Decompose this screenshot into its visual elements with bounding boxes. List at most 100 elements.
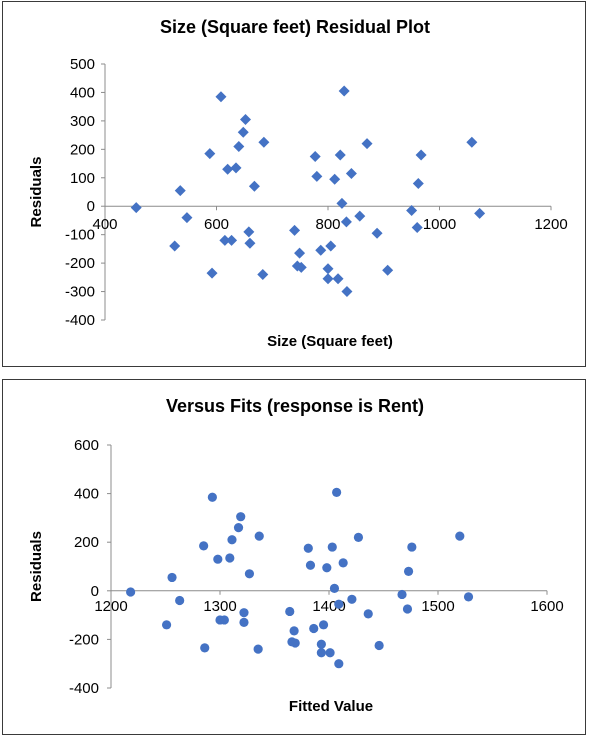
- data-point: [167, 572, 177, 583]
- data-point: [207, 492, 217, 502]
- data-point: [332, 273, 344, 285]
- data-point: [415, 149, 427, 161]
- y-tick-label-300: 300: [70, 113, 95, 130]
- y-tick-label-400: -400: [69, 680, 99, 697]
- data-point: [374, 640, 384, 651]
- data-point: [318, 620, 329, 630]
- data-point: [334, 149, 346, 161]
- data-point: [222, 163, 234, 175]
- data-point: [336, 197, 348, 209]
- data-point: [219, 615, 229, 625]
- versus-fits-plot-panel: Versus Fits (response is Rent) -400 -200 0 2…: [2, 379, 586, 735]
- data-point: [257, 268, 269, 280]
- data-point: [254, 531, 264, 541]
- y-tick-label-500: 500: [70, 56, 95, 73]
- data-point: [258, 136, 270, 148]
- data-point: [219, 234, 231, 246]
- data-point: [239, 617, 249, 627]
- data-point: [338, 558, 348, 568]
- data-point: [334, 599, 344, 609]
- x-tick-label-1000: 1000: [423, 216, 456, 233]
- x-tick-label-1200: 1200: [94, 598, 127, 615]
- data-point: [175, 595, 185, 606]
- y-tick-label-200: -200: [65, 255, 95, 272]
- y-tick-label-0: 0: [91, 583, 99, 600]
- data-point: [403, 566, 414, 576]
- data-point: [199, 541, 209, 551]
- data-point: [294, 247, 306, 259]
- data-point: [402, 604, 413, 614]
- y-tick-label-100: -100: [65, 227, 95, 244]
- data-point: [236, 512, 246, 522]
- data-point: [463, 592, 474, 602]
- data-point: [466, 136, 478, 148]
- data-point: [341, 286, 353, 298]
- data-point: [181, 212, 193, 224]
- data-point: [290, 638, 300, 648]
- data-point: [215, 91, 227, 103]
- chart-title: Versus Fits (response is Rent): [166, 396, 424, 416]
- y-tick-label-100: 100: [70, 170, 95, 187]
- data-point: [338, 85, 350, 97]
- data-point: [340, 216, 352, 228]
- data-point: [353, 532, 364, 542]
- y-tick-label-200: 200: [70, 141, 95, 158]
- y-tick-label-600: 600: [74, 437, 99, 454]
- data-point: [200, 643, 210, 653]
- size-residual-plot-panel: Size (Square feet) Residual Plot -400 -300…: [2, 1, 586, 367]
- size-residual-plot: Size (Square feet) Residual Plot -400 -300…: [28, 17, 568, 350]
- data-point: [285, 606, 295, 617]
- x-tick-label-600: 600: [204, 216, 229, 233]
- data-point: [334, 659, 344, 669]
- data-point: [322, 273, 334, 285]
- data-point: [225, 553, 235, 563]
- data-point: [325, 648, 335, 658]
- data-point: [204, 148, 216, 160]
- data-point: [169, 240, 181, 252]
- x-tick-label-800: 800: [315, 216, 340, 233]
- y-tick-label-400: -400: [65, 312, 95, 329]
- x-tick-label-400: 400: [92, 216, 117, 233]
- data-point: [130, 202, 142, 214]
- data-point: [327, 542, 337, 552]
- data-point: [161, 620, 172, 630]
- data-point: [371, 227, 383, 239]
- chart-title: Size (Square feet) Residual Plot: [160, 17, 430, 37]
- data-point: [311, 170, 323, 182]
- data-point: [305, 560, 316, 570]
- data-point: [316, 648, 326, 658]
- data-point: [322, 563, 332, 573]
- data-point: [325, 240, 337, 252]
- data-point: [347, 594, 357, 604]
- versus-fits-plot: Versus Fits (response is Rent) -400 -200 0 2…: [28, 396, 564, 715]
- data-point: [332, 487, 342, 497]
- data-point: [126, 587, 136, 597]
- y-tick-label-400: 400: [70, 84, 95, 101]
- data-point: [226, 234, 238, 246]
- data-point: [316, 639, 326, 649]
- x-axis-title: Fitted Value: [289, 698, 373, 715]
- y-tick-label-0: 0: [87, 198, 95, 215]
- data-point: [233, 523, 244, 533]
- data-point: [303, 543, 313, 553]
- data-point: [406, 204, 418, 216]
- data-point: [213, 554, 223, 564]
- data-point: [289, 626, 299, 636]
- data-point: [227, 535, 237, 545]
- data-point: [474, 207, 486, 219]
- y-tick-label-400: 400: [74, 486, 99, 503]
- data-point: [237, 126, 249, 138]
- data-point: [239, 608, 249, 618]
- data-point: [363, 609, 373, 619]
- y-tick-label-200: 200: [74, 534, 99, 551]
- data-point: [243, 226, 255, 238]
- data-point: [412, 177, 424, 189]
- x-axis-title: Size (Square feet): [267, 333, 393, 350]
- x-tick-label-1300: 1300: [203, 598, 236, 615]
- data-point: [361, 138, 373, 150]
- y-tick-label-200: -200: [69, 631, 99, 648]
- data-point: [206, 267, 218, 279]
- data-point: [289, 224, 301, 236]
- data-point: [455, 531, 465, 541]
- data-point: [411, 222, 423, 234]
